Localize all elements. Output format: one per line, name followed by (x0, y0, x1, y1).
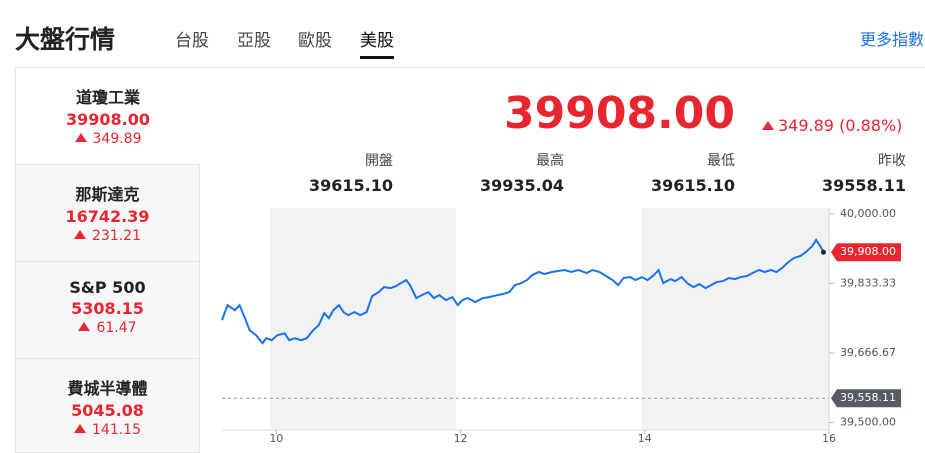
x-tick-label: 16 (822, 432, 836, 445)
stat: 最低 39615.10 (575, 150, 735, 195)
y-tick-label: 40,000.00 (840, 207, 896, 220)
prev-close-box (831, 389, 901, 408)
prev-close-label: 39,558.11 (840, 391, 896, 404)
index-change: 141.15 (92, 422, 141, 438)
y-tick-label: 39,833.33 (840, 276, 896, 289)
last-price-box (831, 243, 901, 262)
index-price: 39908.00 (65, 110, 150, 129)
up-icon (74, 133, 87, 142)
up-icon (78, 322, 91, 331)
index-change: 61.47 (96, 320, 137, 336)
y-tick-label: 39,666.67 (840, 346, 896, 359)
index-change: 349.89 (92, 131, 142, 147)
index-item[interactable]: 道瓊工業 39908.00 349.89 (15, 67, 200, 165)
divider (15, 67, 925, 68)
stat-label: 最低 (707, 153, 735, 169)
index-price: 5308.15 (71, 299, 144, 318)
index-item[interactable]: S&P 500 5308.15 61.47 (15, 261, 200, 359)
x-tick-label: 10 (269, 432, 283, 445)
index-price: 16742.39 (65, 207, 150, 226)
up-icon (762, 121, 774, 130)
main-price: 39908.00 (503, 88, 735, 139)
stat-value: 39935.04 (479, 176, 564, 195)
y-tick-label: 39,500.00 (840, 415, 896, 428)
price-line (221, 238, 825, 345)
index-name: 道瓊工業 (75, 88, 140, 107)
last-price-label: 39,908.00 (840, 245, 896, 258)
index-price: 5045.08 (71, 401, 144, 420)
stat: 開盤 39615.10 (233, 150, 393, 195)
tab[interactable]: 亞股 (237, 31, 271, 51)
up-icon (74, 424, 86, 433)
index-name: 那斯達克 (75, 185, 140, 204)
stat-value: 39558.11 (821, 176, 906, 195)
stat-value: 39615.10 (308, 176, 393, 195)
index-name: S&P 500 (69, 278, 146, 297)
index-item[interactable]: 費城半導體 5045.08 141.15 (15, 358, 200, 453)
main-change: 349.89 (0.88%) (778, 116, 903, 135)
x-tick-label: 14 (638, 432, 652, 445)
stat-value: 39615.10 (650, 176, 735, 195)
stat-label: 開盤 (365, 153, 393, 169)
tab-active[interactable]: 美股 (360, 26, 394, 59)
index-change: 231.21 (92, 228, 141, 244)
session-band (642, 208, 828, 430)
x-tick-label: 12 (454, 432, 468, 445)
stat-label: 昨收 (878, 153, 906, 169)
stat: 最高 39935.04 (404, 150, 564, 195)
index-item[interactable]: 那斯達克 16742.39 231.21 (15, 164, 200, 262)
main-change-wrap: 349.89 (0.88%) (762, 116, 902, 135)
tab[interactable]: 台股 (175, 31, 209, 51)
tab[interactable]: 歐股 (298, 31, 332, 51)
page-title: 大盤行情 (15, 25, 116, 54)
index-name: 費城半導體 (67, 379, 148, 398)
more-link[interactable]: 更多指數 (860, 30, 925, 49)
last-point (820, 249, 826, 255)
up-icon (74, 230, 86, 239)
stat: 昨收 39558.11 (746, 150, 906, 195)
session-band (270, 208, 456, 430)
stat-label: 最高 (536, 153, 564, 169)
